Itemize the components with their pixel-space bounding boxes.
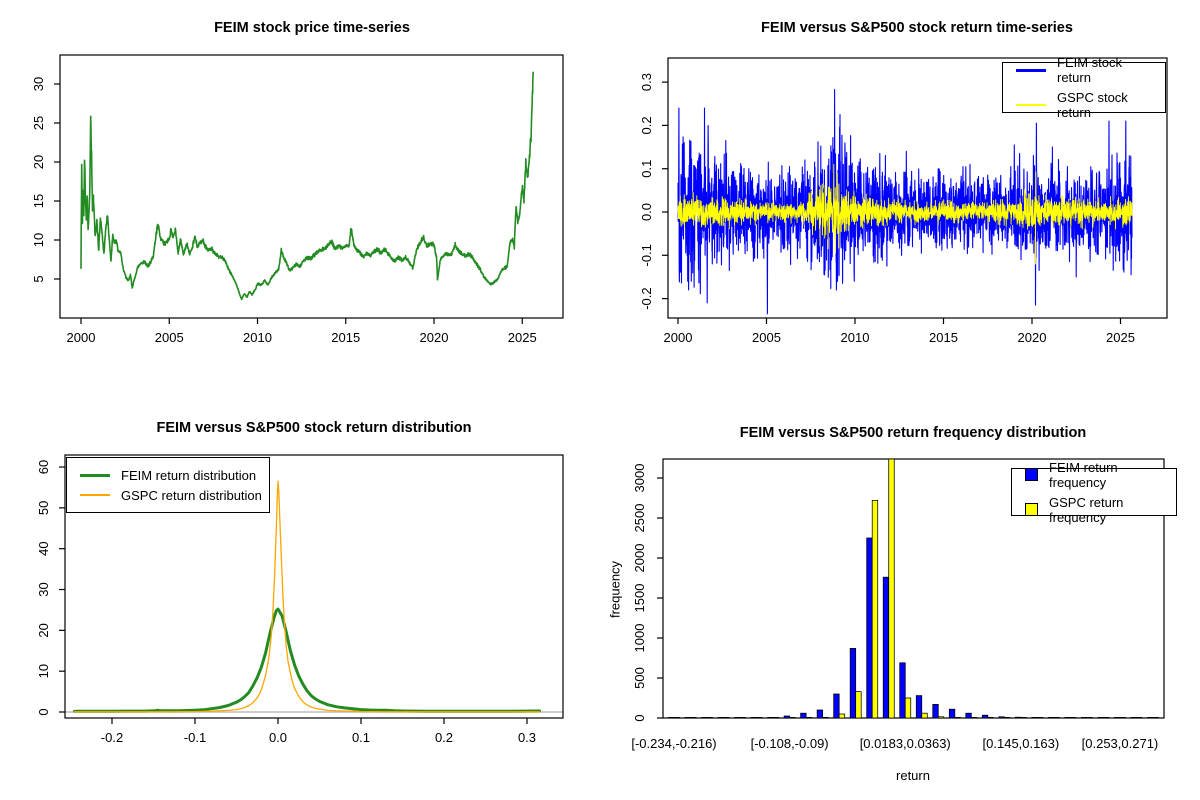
svg-text:[-0.108,-0.09): [-0.108,-0.09): [751, 736, 829, 751]
svg-text:-0.1: -0.1: [184, 730, 206, 745]
legend-item-feim-return: FEIM stock return: [1016, 55, 1159, 85]
svg-text:[0.253,0.271): [0.253,0.271): [1082, 736, 1159, 751]
svg-text:1500: 1500: [632, 584, 647, 613]
density-legend: FEIM return distribution GSPC return dis…: [66, 457, 270, 513]
svg-text:30: 30: [36, 582, 51, 596]
svg-text:0.2: 0.2: [435, 730, 453, 745]
svg-text:20: 20: [31, 155, 46, 169]
svg-text:0.1: 0.1: [352, 730, 370, 745]
svg-text:2015: 2015: [929, 330, 958, 345]
histogram-plot-svg: 0 500 1000 1500 2000 2500 3000 [-0.234,-0.216) […: [631, 458, 1165, 751]
legend-item-gspc-return: GSPC stock return: [1016, 90, 1159, 120]
svg-text:0: 0: [632, 714, 647, 721]
svg-text:0: 0: [36, 708, 51, 715]
svg-text:0.2: 0.2: [639, 116, 654, 134]
return-series-title: FEIM versus S&P500 stock return time-ser…: [761, 20, 1073, 36]
svg-text:30: 30: [31, 77, 46, 91]
svg-text:25: 25: [31, 116, 46, 130]
svg-text:3000: 3000: [632, 464, 647, 493]
gspc-return-line-swatch: [1016, 104, 1046, 106]
svg-text:0.0: 0.0: [639, 203, 654, 221]
feim-density-line-swatch: [80, 473, 110, 477]
histogram-legend: FEIM return frequency GSPC return freque…: [1011, 460, 1177, 525]
svg-text:2020: 2020: [1018, 330, 1047, 345]
svg-text:2005: 2005: [155, 330, 184, 345]
svg-text:2010: 2010: [841, 330, 870, 345]
legend-item-gspc-frequency: GSPC return frequency: [1025, 495, 1170, 525]
gspc-frequency-square-swatch: [1025, 503, 1038, 516]
legend-label: GSPC return frequency: [1049, 494, 1124, 525]
svg-text:0.3: 0.3: [639, 73, 654, 91]
svg-text:-0.1: -0.1: [639, 244, 654, 266]
legend-label: FEIM return frequency: [1049, 459, 1118, 490]
svg-text:2010: 2010: [243, 330, 272, 345]
histogram-panel: 0 500 1000 1500 2000 2500 3000 [-0.234,-0.216) […: [600, 400, 1200, 800]
svg-text:40: 40: [36, 541, 51, 555]
svg-text:2500: 2500: [632, 504, 647, 533]
svg-text:[0.145,0.163): [0.145,0.163): [983, 736, 1060, 751]
svg-text:2000: 2000: [632, 544, 647, 573]
legend-item-feim-frequency: FEIM return frequency: [1025, 460, 1170, 490]
svg-text:2025: 2025: [508, 330, 537, 345]
svg-text:0.1: 0.1: [639, 160, 654, 178]
svg-text:-0.2: -0.2: [639, 287, 654, 309]
legend-item-feim-density: FEIM return distribution: [80, 468, 263, 483]
svg-text:-0.2: -0.2: [101, 730, 123, 745]
density-plot-svg: -0.2 -0.1 0.0 0.1 0.2 0.3 0 10 20 30 40 50 60: [36, 454, 564, 745]
return-series-panel: 2000 2005 2010 2015 2020 2025 -0.2 -0.1 0.0 0.1 0.…: [600, 0, 1200, 400]
feim-frequency-square-swatch: [1025, 468, 1038, 481]
svg-text:2000: 2000: [664, 330, 693, 345]
svg-text:10: 10: [36, 664, 51, 678]
histogram-x-axis-label: return: [896, 768, 930, 783]
histogram-title: FEIM versus S&P500 return frequency dist…: [739, 425, 1087, 441]
svg-text:20: 20: [36, 623, 51, 637]
legend-label: FEIM stock return: [1057, 55, 1123, 85]
svg-text:50: 50: [36, 501, 51, 515]
svg-text:[-0.234,-0.216): [-0.234,-0.216): [631, 736, 716, 751]
density-title: FEIM versus S&P500 stock return distribu…: [156, 420, 472, 436]
legend-label: GSPC return distribution: [121, 487, 262, 503]
svg-text:15: 15: [31, 194, 46, 208]
density-panel: -0.2 -0.1 0.0 0.1 0.2 0.3 0 10 20 30 40 50 60 FEIM v…: [0, 400, 600, 800]
legend-label: GSPC stock return: [1057, 90, 1128, 120]
feim-return-line-swatch: [1016, 68, 1046, 72]
return-series-legend: FEIM stock return GSPC stock return: [1002, 55, 1166, 120]
price-chart-panel: 2000 2005 2010 2015 2020 2025 5 10 15 20 25 30 FEIM…: [0, 0, 600, 400]
svg-text:60: 60: [36, 460, 51, 474]
svg-text:2005: 2005: [752, 330, 781, 345]
svg-text:5: 5: [31, 275, 46, 282]
svg-text:0.0: 0.0: [269, 730, 287, 745]
svg-text:2020: 2020: [420, 330, 449, 345]
svg-text:[0.0183,0.0363): [0.0183,0.0363): [860, 736, 951, 751]
gspc-density-line-swatch: [80, 494, 110, 496]
svg-text:1000: 1000: [632, 624, 647, 653]
legend-item-gspc-density: GSPC return distribution: [80, 488, 263, 503]
svg-text:10: 10: [31, 233, 46, 247]
legend-label: FEIM return distribution: [121, 467, 257, 483]
svg-text:2000: 2000: [67, 330, 96, 345]
svg-text:2025: 2025: [1106, 330, 1135, 345]
histogram-y-axis-label: frequency: [607, 560, 623, 619]
svg-text:2015: 2015: [331, 330, 360, 345]
svg-text:0.3: 0.3: [518, 730, 536, 745]
svg-text:500: 500: [632, 667, 647, 689]
price-chart-title: FEIM stock price time-series: [214, 20, 410, 36]
return-series-plot-svg: 2000 2005 2010 2015 2020 2025 -0.2 -0.1 0.0 0.1 0.…: [639, 57, 1168, 345]
